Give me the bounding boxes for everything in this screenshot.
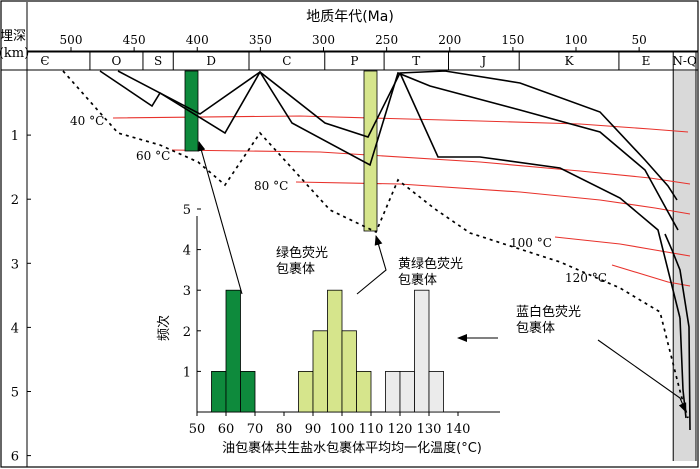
left-axis-ticks: 1 2 3 4 5 6 <box>11 129 31 465</box>
deepest-burial-curve <box>62 70 689 419</box>
hist-bar <box>211 370 227 413</box>
hist-x-tick-label: 70 <box>247 422 264 437</box>
hist-bar <box>298 370 314 413</box>
top-axis-title: 地质年代(Ma) <box>306 9 394 25</box>
burial-curve-2 <box>117 70 679 231</box>
burial-curve-3 <box>399 72 681 319</box>
left-tick-label: 3 <box>11 257 19 272</box>
period-strip: Є O S D C P T J K E N-Q <box>27 51 698 461</box>
hist-y-tick-label: 2 <box>183 325 191 340</box>
hist-y-tick-label: 4 <box>183 244 191 259</box>
yellow-label: 黄绿色荧光 <box>398 256 463 272</box>
period-label: C <box>282 54 291 68</box>
isotherm-label-40: 40 °C <box>70 114 104 128</box>
period-label: S <box>154 54 162 68</box>
green-charge-bar <box>184 70 199 152</box>
hist-x-tick-label: 140 <box>446 422 471 437</box>
isotherm-80 <box>295 181 691 215</box>
period-label: N-Q <box>672 54 697 68</box>
top-tick-label: 300 <box>312 33 335 47</box>
yellow-arrow <box>356 235 387 295</box>
green-arrow <box>197 141 243 295</box>
hist-x-tick-label: 90 <box>305 422 322 437</box>
hist-x-tick-label: 120 <box>388 422 413 437</box>
hist-bar <box>414 289 430 413</box>
hist-x-label: 油包裹体共生盐水包裹体平均均一化温度(°C) <box>222 440 482 456</box>
hist-y-tick-label: 3 <box>183 284 191 299</box>
annotation-labels: 绿色荧光 包裹体 黄绿色荧光 包裹体 蓝白色荧光 包裹体 <box>276 245 581 336</box>
left-tick-label: 2 <box>11 193 19 208</box>
yellow-charge-bar <box>363 70 378 232</box>
left-axis-unit: (km) <box>0 46 29 61</box>
hist-y-label: 频次 <box>156 315 172 341</box>
burial-curve-1 <box>99 70 678 201</box>
burial-curves <box>99 70 691 431</box>
hist-bar <box>327 289 343 413</box>
period-label: P <box>350 54 358 68</box>
top-tick-label: 100 <box>565 33 588 47</box>
left-tick-label: 5 <box>11 386 19 401</box>
isotherm-label-100: 100 °C <box>510 236 552 250</box>
isotherm-label-120: 120 °C <box>565 271 607 285</box>
temperature-histogram: 1 2 3 4 5 50 60 70 80 90 100 110 120 130 140 频次 油包裹体共… <box>156 203 500 456</box>
hist-bar <box>240 370 256 413</box>
left-tick-label: 4 <box>11 321 19 336</box>
hist-bars <box>211 289 444 413</box>
blue-label-2: 包裹体 <box>516 321 555 336</box>
hist-bar <box>356 370 372 413</box>
annotation-arrows <box>197 141 687 413</box>
hist-bar <box>385 370 401 413</box>
isotherm-120 <box>611 264 691 287</box>
isotherm-label-80: 80 °C <box>254 179 288 193</box>
hist-y-tick-label: 1 <box>183 365 191 380</box>
hist-bar <box>428 370 444 413</box>
top-tick-label: 400 <box>186 33 209 47</box>
hist-x-tick-label: 80 <box>276 422 293 437</box>
top-tick-label: 450 <box>123 33 146 47</box>
left-tick-label: 1 <box>11 129 19 144</box>
top-tick-label: 350 <box>249 33 272 47</box>
hist-y-ticks: 1 2 3 4 5 <box>183 203 201 380</box>
yellow-label-2: 包裹体 <box>398 273 437 288</box>
left-tick-label: 6 <box>11 450 19 465</box>
left-axis-title: 埋深 <box>0 29 26 44</box>
hist-x-tick-label: 60 <box>218 422 235 437</box>
blue-arrow-up <box>597 339 687 413</box>
top-tick-label: 250 <box>375 33 398 47</box>
period-label: Є <box>40 54 49 68</box>
period-label: E <box>642 54 651 68</box>
hist-y-tick-label: 5 <box>183 203 191 218</box>
isotherm-40 <box>112 115 689 133</box>
hist-x-tick-label: 130 <box>417 422 442 437</box>
hist-bar <box>341 330 357 413</box>
top-tick-label: 200 <box>438 33 461 47</box>
isotherm-label-60: 60 °C <box>136 149 170 163</box>
period-label: T <box>412 54 420 68</box>
top-tick-label: 50 <box>631 33 646 47</box>
blue-label: 蓝白色荧光 <box>516 304 581 320</box>
hist-x-tick-label: 100 <box>330 422 355 437</box>
hist-x-tick-label: 50 <box>189 422 206 437</box>
burial-curve-4 <box>664 233 691 431</box>
top-tick-label: 150 <box>501 33 524 47</box>
hist-bar <box>399 370 415 413</box>
period-label: D <box>206 54 216 68</box>
top-tick-label: 500 <box>60 33 83 47</box>
period-label: K <box>565 54 575 68</box>
hist-x-tick-label: 110 <box>359 422 384 437</box>
isotherm-60 <box>171 149 691 185</box>
top-axis-ticks: 500 450 400 350 300 250 200 150 100 50 <box>60 33 647 51</box>
period-label: J <box>479 54 486 68</box>
green-label-2: 包裹体 <box>276 262 315 277</box>
hist-x-ticks: 50 60 70 80 90 100 110 120 130 140 <box>189 412 471 437</box>
green-label: 绿色荧光 <box>276 245 328 261</box>
period-label: O <box>112 54 122 68</box>
hist-bar <box>225 289 241 413</box>
nq-shaded-column <box>673 71 696 461</box>
hist-bar <box>312 330 328 413</box>
